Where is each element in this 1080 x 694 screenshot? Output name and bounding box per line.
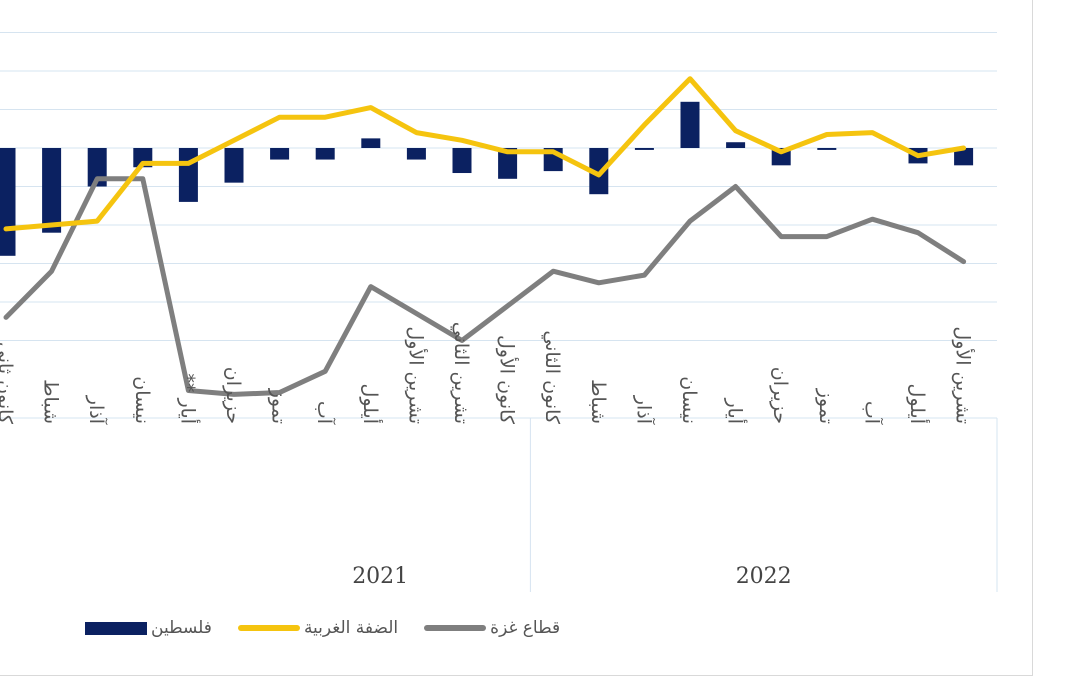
x-tick-label: آذار bbox=[85, 395, 109, 425]
bar-palestine bbox=[680, 101, 700, 148]
bar-palestine bbox=[406, 148, 426, 160]
x-tick-label: تشرين الأول bbox=[404, 326, 427, 424]
x-tick-label: آب bbox=[860, 401, 884, 425]
line-gaza bbox=[3, 176, 967, 397]
bar-palestine bbox=[0, 148, 16, 256]
x-tick-label: كانون ثاني bbox=[0, 342, 16, 425]
x-tick-label: تموز bbox=[268, 388, 290, 424]
year-label: 2021 bbox=[352, 564, 408, 589]
bar-palestine bbox=[954, 148, 974, 166]
legend-swatch-palestine bbox=[85, 621, 147, 635]
x-tick-label: أيلول bbox=[359, 384, 383, 424]
legend-label-gaza: قطاع غزة bbox=[490, 618, 561, 638]
x-tick-label: تموز bbox=[815, 388, 837, 424]
legend-swatch-west-bank bbox=[237, 625, 300, 631]
legend-item-west-bank: الضفة الغربية bbox=[237, 618, 399, 638]
x-tick-label: تشرين الأول bbox=[952, 326, 975, 424]
bar-palestine bbox=[315, 148, 335, 160]
x-tick-label: أيار bbox=[724, 397, 748, 424]
x-tick-label: آب bbox=[313, 401, 337, 425]
bar-palestine bbox=[224, 148, 244, 183]
legend-label-palestine: فلسطين bbox=[151, 618, 212, 638]
bar-palestine bbox=[452, 148, 472, 174]
bar-palestine bbox=[498, 148, 518, 179]
legend-item-gaza: قطاع غزة bbox=[424, 618, 560, 638]
x-tick-label: تشرين الثاني bbox=[450, 322, 472, 424]
x-tick-label: آذار bbox=[632, 395, 656, 425]
x-tick-label: نيسان bbox=[131, 376, 153, 424]
x-tick-label: شباط bbox=[587, 379, 609, 424]
x-tick-label: حزيران bbox=[769, 367, 791, 424]
x-tick-label: كانون الأول bbox=[496, 335, 519, 425]
bar-palestine bbox=[726, 142, 746, 148]
bar-palestine bbox=[270, 148, 290, 160]
bar-palestine bbox=[589, 148, 609, 195]
bar-palestine bbox=[361, 138, 381, 148]
x-tick-label: حزيران bbox=[222, 367, 244, 424]
chart-frame bbox=[0, 0, 1033, 676]
year-label: 2022 bbox=[736, 564, 792, 589]
bar-palestine bbox=[178, 148, 198, 202]
bar-palestine bbox=[817, 148, 837, 150]
line-west-bank bbox=[3, 76, 967, 232]
x-tick-label: أيلول bbox=[906, 384, 930, 424]
x-tick-label: كانون الثاني bbox=[541, 330, 563, 425]
x-tick-label: أيار ** bbox=[176, 373, 200, 424]
bar-palestine bbox=[42, 148, 62, 233]
bar-palestine bbox=[634, 148, 654, 150]
legend-swatch-gaza bbox=[424, 625, 487, 631]
x-tick-label: نيسان bbox=[678, 376, 700, 424]
x-tick-label: شباط bbox=[40, 379, 62, 424]
legend-label-west-bank: الضفة الغربية bbox=[303, 618, 399, 638]
legend-item-palestine: فلسطين bbox=[85, 618, 212, 638]
chart-legend: فلسطين الضفة الغربية قطاع غزة bbox=[85, 618, 560, 638]
